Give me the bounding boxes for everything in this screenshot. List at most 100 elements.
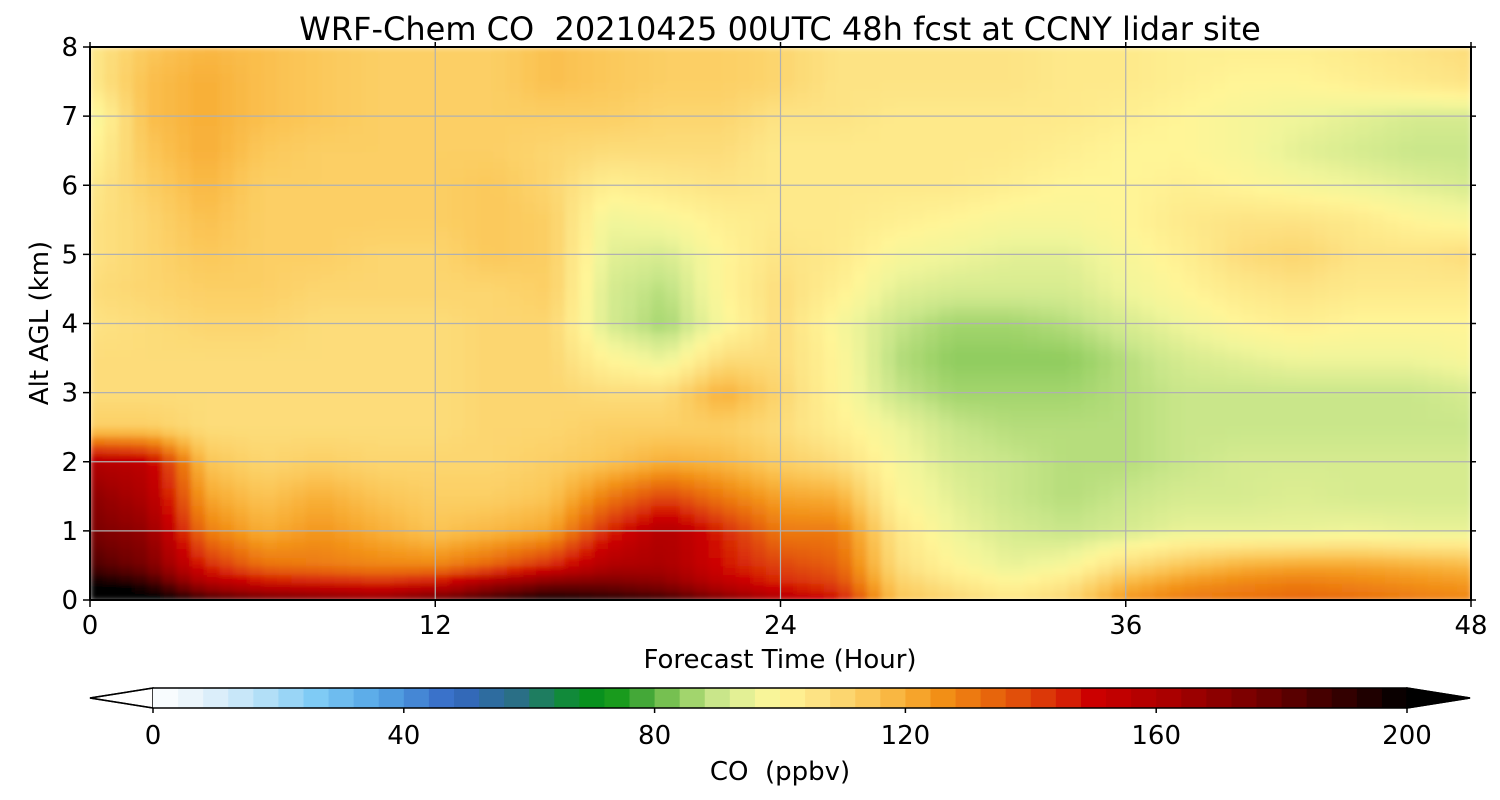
co-cell [291,314,307,325]
co-cell [478,513,494,524]
co-cell [981,461,998,472]
co-cell [161,375,178,385]
co-cell [449,375,466,385]
co-cell [694,556,710,567]
co-cell [1399,530,1415,541]
co-cell [248,167,264,178]
co-cell [564,193,581,204]
co-cell [1183,245,1199,256]
co-cell [622,228,638,239]
co-cell [492,582,509,593]
co-cell [291,280,307,290]
co-cell [420,479,437,489]
co-cell [622,556,638,567]
co-cell [953,461,969,472]
co-cell [1053,444,1070,455]
co-cell [435,366,451,377]
co-cell [1370,513,1386,524]
co-cell [1341,539,1357,550]
co-cell [1068,358,1084,368]
co-cell [1413,323,1429,334]
co-cell [550,435,566,446]
co-cell [708,522,724,532]
co-cell [1399,228,1415,239]
co-cell [794,306,811,316]
co-cell [722,254,739,265]
co-cell [981,297,998,308]
co-cell [348,444,365,455]
co-cell [679,150,696,161]
co-cell [420,496,437,506]
co-cell [291,401,307,411]
co-cell [636,366,653,377]
co-cell [507,193,523,204]
co-cell [363,288,379,299]
co-cell [722,418,739,429]
co-cell [507,487,523,498]
co-cell [104,444,120,455]
co-cell [492,565,509,576]
co-cell [665,245,681,256]
co-cell [938,435,955,446]
co-cell [564,228,581,239]
co-cell [665,479,681,489]
co-cell [651,202,667,213]
co-cell [104,375,120,385]
co-cell [219,167,235,178]
co-cell [1197,453,1214,463]
co-cell [1183,435,1199,446]
co-cell [1355,202,1372,213]
co-cell [1384,314,1401,325]
co-cell [147,582,163,593]
co-cell [1212,323,1228,334]
co-cell [233,444,250,455]
co-cell [205,358,221,368]
co-cell [1010,453,1027,463]
co-cell [622,427,638,437]
co-cell [838,263,854,273]
co-cell [708,565,724,576]
co-cell [133,392,149,403]
co-cell [363,504,379,515]
co-cell [838,271,854,282]
co-cell [1168,332,1185,342]
co-cell [521,228,537,239]
co-cell [564,306,581,316]
co-cell [938,176,955,187]
co-cell [607,349,624,360]
co-cell [535,271,552,282]
co-cell [550,314,566,325]
co-cell [866,254,883,265]
co-cell [1082,522,1098,532]
co-cell [636,211,653,221]
co-cell [550,254,566,265]
co-cell [1111,591,1127,600]
co-cell [1298,366,1314,377]
co-cell [1370,504,1386,515]
co-cell [852,280,868,290]
co-cell [449,383,466,394]
co-cell [1111,176,1127,187]
co-cell [550,427,566,437]
co-cell [1298,539,1314,550]
co-cell [1312,392,1329,403]
co-cell [90,271,106,282]
co-cell [190,470,207,481]
co-cell [665,401,681,411]
co-cell [348,159,365,169]
co-cell [1025,427,1041,437]
co-cell [766,548,782,558]
co-cell [622,513,638,524]
co-cell [579,167,595,178]
co-cell [1140,314,1156,325]
co-cell [607,306,624,316]
co-cell [607,496,624,506]
co-cell [1341,237,1357,247]
co-cell [133,193,149,204]
co-cell [1255,288,1271,299]
co-cell [147,332,163,342]
co-cell [751,513,768,524]
co-cell [1399,539,1415,550]
co-cell [1312,237,1329,247]
co-cell [1039,193,1055,204]
